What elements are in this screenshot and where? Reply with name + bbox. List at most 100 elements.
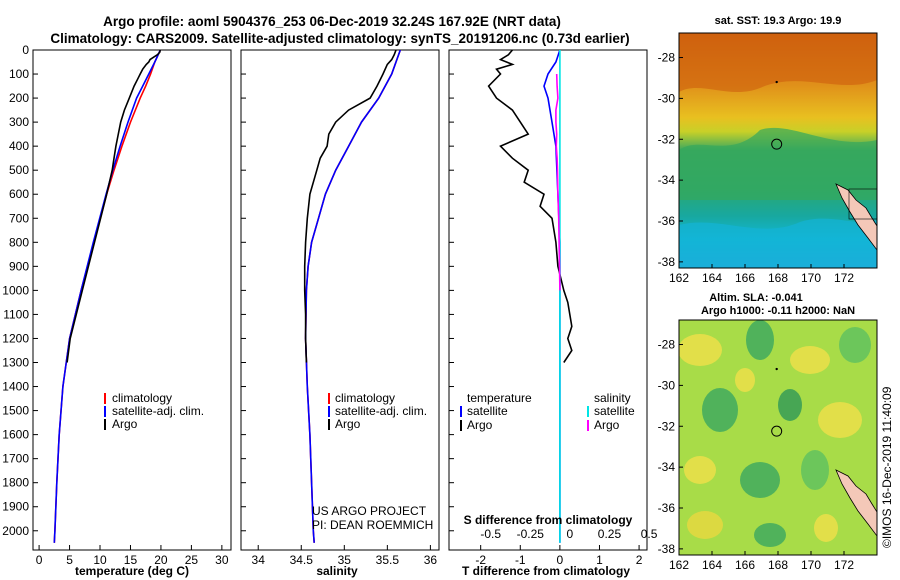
sla-blob xyxy=(702,388,738,432)
depth-tick-label: 100 xyxy=(9,67,29,81)
depth-tick-label: 1000 xyxy=(2,283,29,297)
salinity-plot-frame xyxy=(240,49,440,551)
sla-blob xyxy=(740,462,780,498)
sst-map-overlay: 162 164 166 168 170 172 -28 -30 -32 -34 -36 -38 xyxy=(658,51,855,285)
legend-climatology-label: climatology xyxy=(112,391,172,405)
depth-tick-label: 800 xyxy=(9,235,29,249)
depth-tick-label: 1500 xyxy=(2,404,29,418)
sla-blob xyxy=(839,327,871,363)
sla-anomaly-blobs xyxy=(679,320,871,547)
depth-tick-label: 1600 xyxy=(2,428,29,442)
t-difference-axis-label: T difference from climatology xyxy=(462,564,630,578)
sla-blob xyxy=(754,523,786,547)
sla-blob xyxy=(735,368,755,392)
map-y-tick-label: -34 xyxy=(658,460,676,474)
difference-legend-salinity: salinity satellite Argo xyxy=(587,391,635,432)
x2-tick-label: 0 xyxy=(567,527,574,541)
legend-t-argo-label: Argo xyxy=(467,418,493,432)
float-position-marker xyxy=(771,138,783,150)
legend-s-argo-label: Argo xyxy=(594,418,620,432)
legend-s-satellite-label: satellite xyxy=(594,404,635,418)
map-y-tick-label: -36 xyxy=(658,214,676,228)
temperature-chart xyxy=(53,50,162,543)
s-difference-axis-label: S difference from climatology xyxy=(464,513,633,527)
difference-plot-frame xyxy=(448,49,648,551)
x-tick-label: -1 xyxy=(515,553,526,567)
timestamp: ©IMOS 16-Dec-2019 11:40:09 xyxy=(880,386,894,548)
depth-axis: 0 100 200 300 400 500 600 700 800 900 1000 1100 1200… xyxy=(2,43,454,538)
map-x-tick-label: 170 xyxy=(801,558,821,572)
depth-tick-label: 1400 xyxy=(2,380,29,394)
legend-temperature-title: temperature xyxy=(467,391,532,405)
difference-x-axis: -2 -1 0 1 2 -0.5 -0.25 0 0.25 0.5 xyxy=(475,527,657,567)
float-position-marker xyxy=(771,425,783,437)
series-line-climatology xyxy=(53,50,162,543)
series-line-satellite-adj-clim- xyxy=(53,50,162,543)
x-tick-label: 20 xyxy=(154,553,168,567)
x-tick-label: 36 xyxy=(424,553,438,567)
sla-map-overlay: 162 164 166 168 170 172 -28 -30 -32 -34 -36 -38 xyxy=(658,338,855,572)
map-x-tick-label: 170 xyxy=(801,271,821,285)
depth-tick-label: 1200 xyxy=(2,331,29,345)
sst-green-tongue xyxy=(679,127,877,200)
x-tick-label: 35 xyxy=(338,553,352,567)
temperature-axis-label: temperature (deg C) xyxy=(75,564,189,578)
sla-blob xyxy=(746,320,774,360)
sla-blob xyxy=(679,334,722,366)
difference-legend-temperature: temperature satellite Argo xyxy=(460,391,532,432)
map-y-tick-label: -34 xyxy=(658,173,676,187)
series-line-argo xyxy=(303,50,397,363)
depth-tick-label: 1100 xyxy=(3,307,29,321)
x2-tick-label: 0.5 xyxy=(641,527,658,541)
legend-salinity-title: salinity xyxy=(594,391,631,405)
legend-t-satellite-label: satellite xyxy=(467,404,508,418)
sst-map-title: sat. SST: 19.3 Argo: 19.9 xyxy=(715,15,842,27)
temperature-plot-frame xyxy=(32,49,232,551)
sla-blob xyxy=(687,511,723,539)
map-y-tick-label: -38 xyxy=(658,542,676,556)
map-x-tick-label: 166 xyxy=(735,558,755,572)
figure-title-line2: Climatology: CARS2009. Satellite-adjuste… xyxy=(50,31,629,46)
x-tick-label: 25 xyxy=(185,553,199,567)
map-y-tick-label: -32 xyxy=(658,132,676,146)
x-tick-label: 34 xyxy=(252,553,266,567)
sst-cyan-band xyxy=(679,218,877,268)
legend-climatology-label: climatology xyxy=(335,391,395,405)
x-tick-label: 0 xyxy=(36,553,43,567)
map-y-tick-label: -32 xyxy=(658,419,676,433)
reference-point-marker xyxy=(775,80,778,84)
sst-coast-box xyxy=(848,188,877,220)
depth-tick-label: 2000 xyxy=(2,524,29,538)
sla-map-title-line1: Altim. SLA: -0.041 xyxy=(709,292,803,304)
map-y-tick-label: -30 xyxy=(658,378,676,392)
x2-tick-label: -0.25 xyxy=(517,527,545,541)
sst-map-image xyxy=(679,33,877,268)
map-y-tick-label: -30 xyxy=(658,91,676,105)
difference-chart xyxy=(487,50,573,543)
map-x-tick-label: 164 xyxy=(702,271,722,285)
depth-tick-label: 1300 xyxy=(2,356,29,370)
sla-blob xyxy=(778,389,802,421)
series-line-climatology xyxy=(304,50,402,543)
depth-tick-label: 700 xyxy=(9,211,29,225)
map-x-tick-label: 168 xyxy=(768,271,788,285)
x-tick-label: 30 xyxy=(215,553,229,567)
x-tick-label: 10 xyxy=(93,553,107,567)
sst-coastline xyxy=(835,183,877,251)
legend-argo-label: Argo xyxy=(335,417,361,431)
depth-tick-label: 300 xyxy=(9,115,29,129)
map-x-tick-label: 166 xyxy=(735,271,755,285)
map-x-tick-label: 168 xyxy=(768,558,788,572)
x-tick-label: -2 xyxy=(475,553,486,567)
sla-blob xyxy=(801,450,829,490)
depth-tick-label: 600 xyxy=(9,187,29,201)
x-tick-label: 35.5 xyxy=(376,553,400,567)
map-x-tick-label: 164 xyxy=(702,558,722,572)
depth-tick-label: 0 xyxy=(22,43,29,57)
temperature-x-axis: 0 5 10 15 20 25 30 xyxy=(36,545,229,567)
sla-map-image xyxy=(679,320,877,555)
legend-satellite-label: satellite-adj. clim. xyxy=(112,404,204,418)
sla-blob xyxy=(814,514,838,542)
series-line-argo xyxy=(66,50,162,363)
